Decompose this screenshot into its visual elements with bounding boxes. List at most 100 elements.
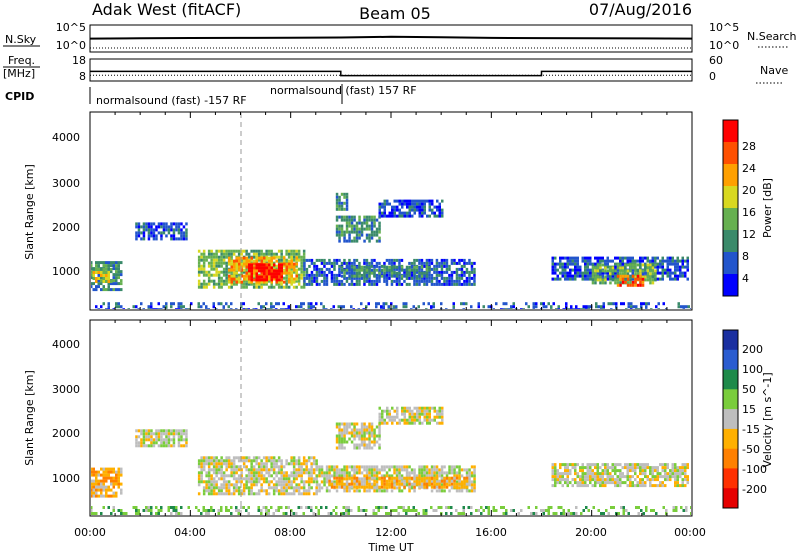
velocity-cell-1790 (661, 484, 664, 488)
power-cell-1233 (433, 282, 436, 286)
velocity-cell-385 (240, 474, 243, 478)
velocity-cell-1473 (418, 418, 421, 422)
power-cell-72 (112, 276, 115, 280)
velocity-cell-1537 (559, 463, 562, 467)
power-cell-1206 (425, 261, 429, 265)
power-cell-30 (100, 267, 103, 271)
velocity-cell-258 (210, 459, 213, 463)
velocity-cell-1522 (551, 478, 554, 482)
velocity-cell-1149 (360, 485, 364, 489)
power-cell-2306 (270, 308, 273, 309)
power-cell-1815 (589, 277, 592, 281)
power-cell-1899 (624, 256, 627, 260)
power-cell-1308 (460, 273, 464, 277)
velocity-cell-1276 (465, 485, 469, 489)
power-cell-2430 (562, 308, 565, 309)
velocity-cell-1680 (616, 463, 619, 467)
power-cell-1873 (614, 262, 617, 266)
velocity-cell-647 (307, 480, 311, 484)
velocity-cell-1261 (455, 476, 459, 480)
velocity-cell-1199 (405, 476, 409, 480)
power-cell-1313 (463, 264, 466, 268)
velocity-cell-2104 (502, 512, 505, 515)
velocity-cell-1786 (661, 466, 664, 470)
power-cell-1552 (370, 236, 374, 240)
power-cell-1481 (345, 224, 349, 228)
power-cell-2022 (674, 268, 677, 272)
power-cell-977 (333, 282, 336, 286)
velocity-cell-28 (97, 473, 100, 477)
velocity-cell-332 (227, 456, 231, 460)
velocity-cell-2028 (377, 506, 380, 509)
power-cell-1291 (455, 267, 459, 271)
velocity-cell-1695 (621, 475, 624, 479)
power-cell-822 (295, 262, 298, 266)
velocity-cell-439 (252, 492, 256, 496)
power-cell-863 (265, 272, 268, 276)
power-cell-1684 (441, 199, 444, 203)
power-cell-668 (238, 256, 241, 260)
power-cell-325 (222, 273, 226, 277)
velocity-cell-964 (423, 474, 426, 478)
power-cell-54 (107, 267, 110, 271)
velocity-cell-2159 (600, 512, 603, 515)
velocity-cell-844 (375, 480, 379, 484)
velocity-cell-2100 (492, 509, 495, 512)
power-cell-1986 (659, 265, 662, 269)
power-cell-1656 (423, 199, 426, 203)
velocity-cell-1964 (265, 512, 268, 515)
velocity-cell-288 (215, 483, 218, 487)
power-cell-353 (230, 270, 233, 274)
velocity-cell-544 (280, 486, 283, 490)
power-cell-1095 (383, 261, 386, 265)
power-cell-219 (185, 237, 188, 241)
velocity-cell-472 (262, 465, 266, 469)
velocity-cell-1748 (644, 469, 647, 473)
power-cell-1351 (345, 268, 349, 272)
power-cell-2147 (636, 263, 640, 267)
velocity-cell-1764 (651, 469, 654, 473)
velocity-cell-1438 (403, 406, 406, 410)
velocity-cell-962 (423, 468, 426, 472)
velocity-cell-1131 (345, 482, 349, 486)
power-cell-286 (215, 249, 218, 253)
power-cell-2111 (619, 281, 622, 285)
velocity-cell-330 (225, 489, 228, 493)
power-cell-837 (253, 266, 256, 270)
power-cell-2047 (684, 274, 687, 278)
velocity-cell-1268 (460, 485, 464, 489)
velocity-cell-1817 (674, 478, 677, 482)
power-cell-2085 (604, 278, 607, 282)
power-cell-984 (338, 258, 341, 262)
power-cell-2283 (222, 308, 225, 309)
power-cell-227 (197, 273, 201, 277)
velocity-cell-2122 (540, 509, 543, 512)
power-cell-136 (140, 225, 143, 229)
power-cell-2321 (302, 302, 305, 306)
velocity-cell-838 (373, 489, 376, 493)
power-cell-1771 (574, 262, 577, 266)
power-cell-2081 (601, 281, 605, 285)
velocity-cell-453 (257, 468, 261, 472)
velocity-cell-471 (262, 462, 266, 466)
velocity-cell-555 (282, 492, 286, 496)
power-cell-1047 (363, 261, 366, 265)
velocity-cell-853 (380, 465, 384, 469)
velocity-cell-866 (385, 471, 389, 475)
power-cell-1352 (345, 271, 349, 275)
velocity-cell-279 (212, 492, 216, 496)
power-cell-571 (285, 285, 288, 289)
power-cell-2084 (604, 275, 607, 279)
velocity-colorbar-band-1 (723, 349, 738, 371)
velocity-cell-1153 (365, 482, 369, 486)
power-cell-857 (263, 272, 266, 276)
velocity-cell-639 (305, 489, 308, 493)
power-cell-1395 (378, 274, 381, 278)
power-cell-1674 (433, 214, 436, 218)
velocity-cell-2194 (662, 506, 665, 509)
velocity-cell-262 (210, 477, 213, 481)
velocity-cell-1722 (634, 466, 637, 470)
power-cell-79 (115, 270, 118, 274)
velocity-cell-1405 (381, 415, 384, 419)
freq-left-tick-bottom: 8 (79, 70, 86, 83)
